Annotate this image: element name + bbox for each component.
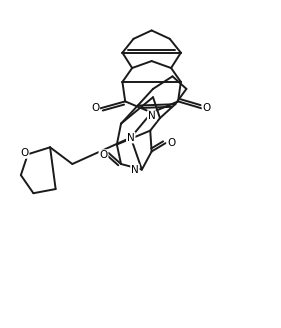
Text: N: N: [148, 111, 155, 121]
Text: O: O: [167, 138, 176, 148]
Text: O: O: [20, 148, 29, 158]
Text: O: O: [99, 150, 108, 160]
Text: N: N: [127, 133, 135, 143]
Text: O: O: [91, 103, 99, 113]
Text: N: N: [131, 165, 139, 174]
Text: O: O: [203, 103, 211, 113]
